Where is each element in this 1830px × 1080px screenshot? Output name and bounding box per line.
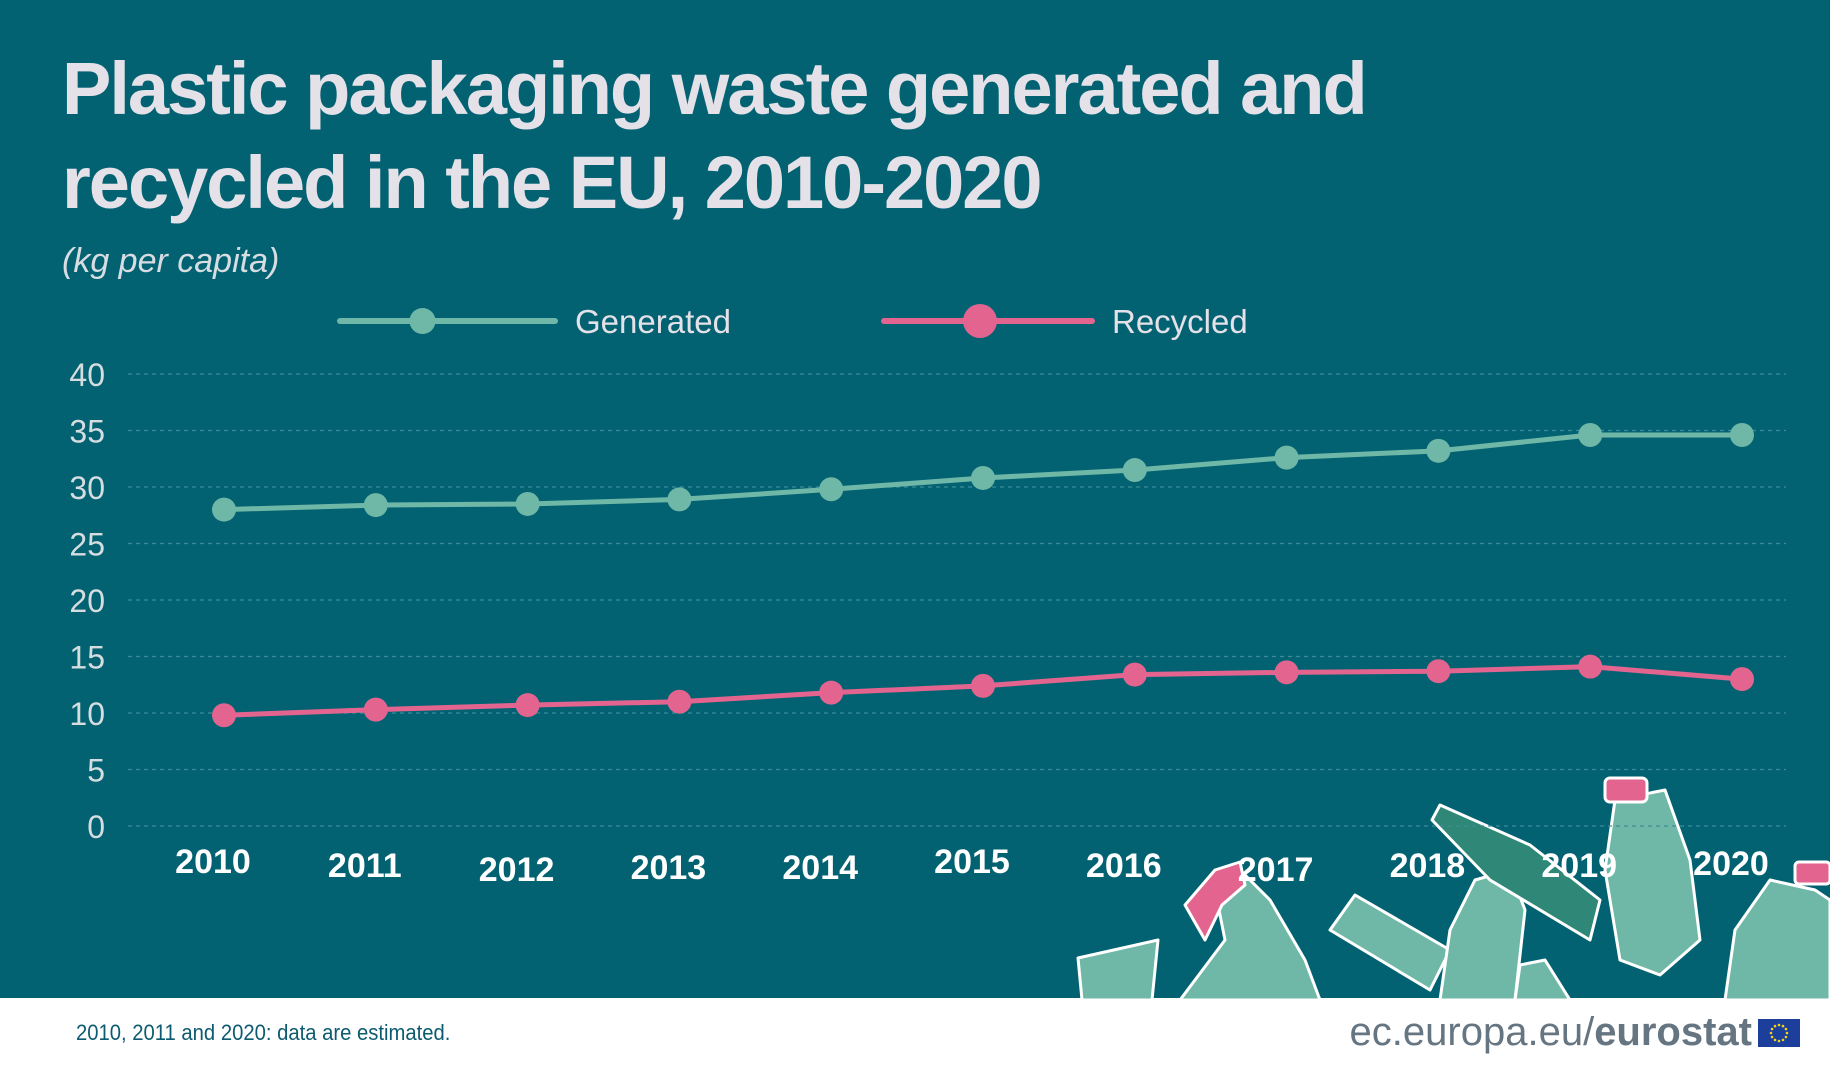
data-point	[1578, 654, 1603, 679]
flag-star	[1769, 1031, 1773, 1034]
legend-item-recycled: Recycled	[881, 303, 1248, 340]
glass-bottle-illustration	[1430, 803, 1602, 942]
data-point	[363, 697, 388, 722]
flag-star	[1770, 1035, 1774, 1038]
legend-label: Recycled	[1112, 303, 1248, 340]
y-tick-label: 25	[69, 527, 105, 563]
logo-brand-text: eurostat	[1594, 1010, 1752, 1054]
legend-label: Generated	[575, 303, 731, 340]
data-point	[667, 689, 692, 714]
flag-star	[1777, 1039, 1781, 1042]
eurostat-logo[interactable]: ec.europa.eu/ eurostat	[1350, 1010, 1800, 1055]
spray-trigger-illustration	[1183, 860, 1247, 942]
x-tick-label: 2013	[631, 849, 707, 887]
unit-label: (kg per capita)	[62, 242, 280, 280]
legend: Generated Recycled	[337, 303, 1248, 340]
x-tick-label: 2015	[934, 843, 1010, 881]
data-point	[363, 493, 388, 518]
data-point	[1122, 662, 1147, 687]
bottle-cap-illustration	[1603, 776, 1649, 804]
data-point	[1730, 423, 1754, 448]
x-tick-label: 2019	[1541, 847, 1617, 885]
x-tick-label: 2020	[1693, 845, 1769, 883]
data-point	[1578, 423, 1603, 448]
bottle-cap-illustration	[1793, 860, 1830, 886]
flag-star	[1784, 1035, 1788, 1038]
y-tick-label: 35	[69, 414, 105, 450]
flag-star	[1784, 1027, 1788, 1030]
data-point	[971, 465, 995, 490]
x-axis-ticks: 2010 2011 2012 2013 2014 2015 2016 2017 2018 2019…	[175, 843, 1769, 889]
y-tick-label: 15	[69, 640, 105, 676]
flag-star	[1781, 1038, 1785, 1041]
legend-swatch-marker	[963, 304, 997, 338]
x-tick-label: 2010	[175, 843, 251, 881]
data-point	[1274, 445, 1299, 470]
flag-star	[1785, 1031, 1789, 1034]
chart-panel	[0, 0, 1830, 998]
eu-flag-icon	[1758, 1018, 1800, 1047]
data-point	[515, 693, 540, 718]
plastic-tray-illustration	[1328, 893, 1452, 992]
legend-item-generated: Generated	[337, 303, 731, 340]
data-point	[1426, 438, 1451, 463]
data-point	[819, 680, 844, 705]
data-point	[667, 487, 692, 512]
plastic-box-illustration	[1513, 958, 1572, 1000]
plastic-waste-illustration	[1076, 776, 1830, 1000]
y-tick-label: 5	[87, 753, 105, 789]
plastic-bottle-illustration	[1603, 788, 1702, 977]
y-tick-label: 0	[87, 809, 105, 845]
data-point	[971, 673, 995, 698]
data-point	[1274, 660, 1299, 685]
x-tick-label: 2014	[782, 849, 858, 887]
data-point	[212, 703, 236, 728]
x-tick-label: 2011	[328, 847, 402, 885]
x-tick-label: 2017	[1238, 851, 1314, 889]
y-tick-label: 30	[69, 470, 105, 506]
flag-star	[1781, 1024, 1785, 1027]
data-point	[819, 477, 844, 502]
x-tick-label: 2016	[1086, 847, 1162, 885]
y-tick-label: 20	[69, 583, 105, 619]
plastic-cup-illustration	[1076, 938, 1160, 1000]
y-tick-label: 40	[69, 357, 105, 393]
series-group	[212, 423, 1754, 728]
data-point	[515, 491, 540, 516]
flag-star	[1777, 1023, 1781, 1026]
chart-title: Plastic packaging waste generated and re…	[62, 47, 1368, 224]
footnote: 2010, 2011 and 2020: data are estimated.	[76, 1020, 451, 1045]
data-point	[1730, 667, 1754, 692]
flag-star	[1773, 1038, 1777, 1041]
x-tick-label: 2012	[479, 851, 555, 889]
data-point	[212, 497, 236, 522]
y-axis-ticks: 0 5 10 15 20 25 30 35 40	[69, 357, 105, 845]
logo-url-text: ec.europa.eu/	[1349, 1010, 1595, 1054]
series-recycled	[212, 654, 1754, 728]
y-tick-label: 10	[69, 696, 105, 732]
flag-star	[1770, 1027, 1774, 1030]
data-point	[1426, 659, 1451, 684]
plastic-bottle-illustration	[1723, 878, 1830, 1000]
series-generated	[212, 423, 1754, 522]
flag-star	[1773, 1024, 1777, 1027]
x-tick-label: 2018	[1390, 847, 1466, 885]
data-point	[1122, 458, 1147, 483]
legend-swatch-marker	[409, 308, 436, 334]
